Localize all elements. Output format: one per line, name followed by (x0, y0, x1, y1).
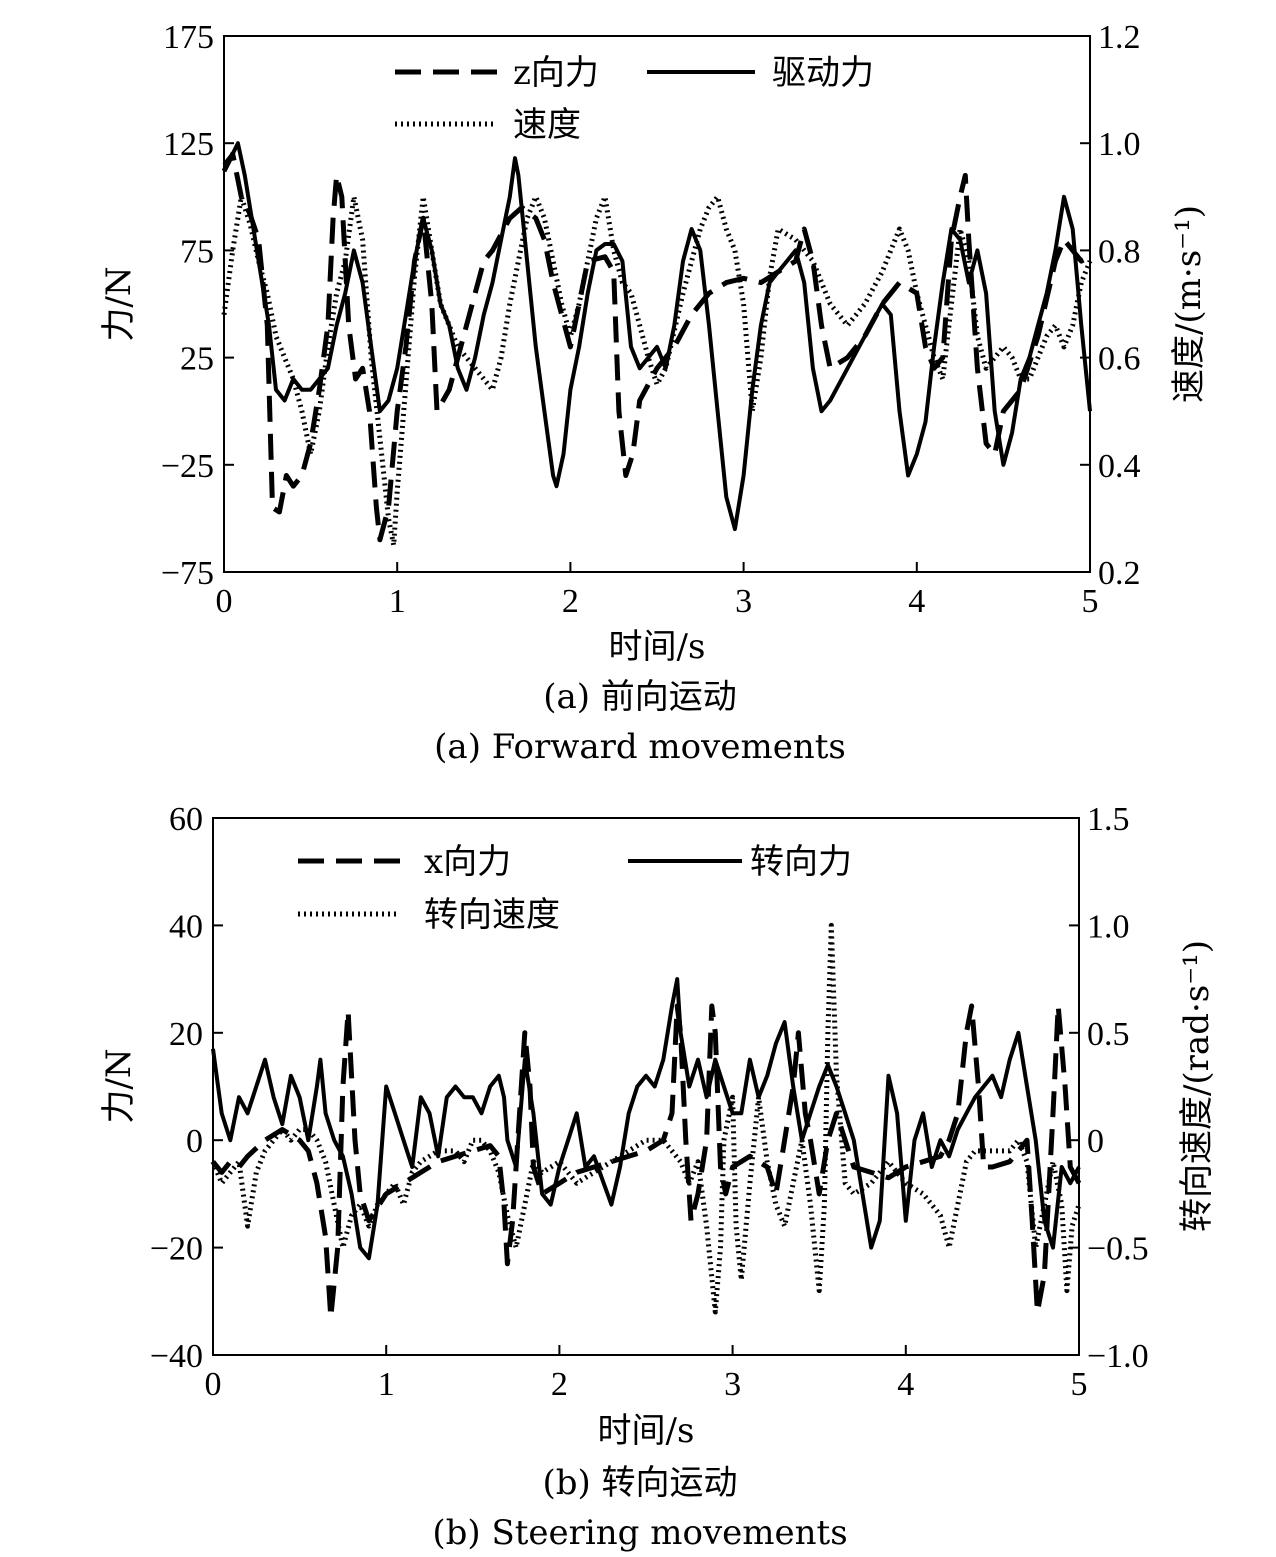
panel-b-series-layer (210, 922, 1082, 1320)
panel-a-ytick-right-label: 0.8 (1098, 233, 1141, 270)
panel-b-ytick-left-label: 40 (169, 908, 203, 945)
panel-a-ticks-layer: 0 1 2 3 4 5 175 125 75 25 −25 −75 1.2 1.0 0.8 0.6 0.4 0.2 (161, 19, 1141, 620)
panel-a-plot-frame (223, 35, 1091, 573)
panel-a-ytick-right-label: 1.2 (1098, 19, 1141, 56)
panel-a-ytick-left-label: 25 (180, 341, 214, 378)
panel-b-ytick-left-label: −20 (150, 1231, 203, 1268)
panel-b-series-dashed-line (211, 1003, 1082, 1320)
panel-a-ytick-right-label: 0.4 (1098, 448, 1141, 485)
panel-a-xtick-label: 4 (908, 583, 925, 620)
panel-b-legend-label-dashed: x向力 (424, 842, 511, 882)
panel-a-xtick-label: 0 (216, 583, 233, 620)
panel-a-xtick-label: 3 (735, 583, 752, 620)
panel-b-ytick-left-label: 20 (169, 1016, 203, 1053)
panel-a-forward: 0 1 2 3 4 5 175 125 75 25 −25 −75 1.2 1.0 0.8 0.6 0.4 0.2… (99, 19, 1209, 767)
panel-a-legend-label-dotted: 速度 (513, 105, 581, 145)
panel-b-xtick-label: 2 (551, 1366, 568, 1403)
panel-a-series-solid-line (222, 141, 1092, 532)
panel-b-caption-en: (b) Steering movements (432, 1513, 847, 1553)
panel-a-ytick-left-label: −75 (161, 555, 214, 592)
panel-a-series-dashed-line (221, 151, 1092, 543)
panel-b-ylabel-left: 力/N (99, 1048, 139, 1123)
panel-b-steering: 0 1 2 3 4 5 60 40 20 0 −20 −40 1.5 1.0 0.5 0 −0.5 −1.0 时间… (99, 801, 1217, 1553)
panel-b-ytick-left-label: 60 (169, 801, 203, 838)
panel-a-caption-cn: (a) 前向运动 (543, 677, 737, 717)
panel-b-ytick-right-label: 0 (1087, 1123, 1104, 1160)
panel-b-caption-cn: (b) 转向运动 (542, 1463, 737, 1503)
panel-a-series-layer (221, 141, 1093, 548)
panel-b-ytick-right-label: 1.0 (1087, 908, 1130, 945)
panel-b-series-solid-line (211, 977, 1081, 1261)
panel-b-plot-frame (212, 817, 1080, 1356)
panel-b-legend-label-solid: 转向力 (750, 842, 852, 882)
panel-a-ytick-left-label: 75 (180, 233, 214, 270)
panel-a-caption-en: (a) Forward movements (434, 727, 846, 767)
panel-a-xtick-label: 1 (389, 583, 406, 620)
panel-a-ytick-left-label: −25 (161, 448, 214, 485)
panel-a-ytick-left-label: 175 (163, 19, 214, 56)
panel-a-ytick-right-label: 0.2 (1098, 555, 1141, 592)
panel-b-ytick-left-label: −40 (150, 1338, 203, 1375)
panel-b-xtick-label: 1 (378, 1366, 395, 1403)
panel-b-ytick-right-label: 1.5 (1087, 801, 1130, 838)
panel-b-series-dotted-line (210, 922, 1082, 1315)
panel-b-ticks-layer: 0 1 2 3 4 5 60 40 20 0 −20 −40 1.5 1.0 0.5 0 −0.5 −1.0 (150, 801, 1149, 1403)
panel-b-xtick-label: 5 (1071, 1366, 1088, 1403)
panel-a-xtick-label: 2 (562, 583, 579, 620)
panel-a-ylabel-left: 力/N (99, 266, 139, 341)
panel-b-legend-label-dotted: 转向速度 (424, 895, 560, 935)
panel-b-xtick-label: 0 (205, 1366, 222, 1403)
panel-b-xlabel: 时间/s (598, 1411, 695, 1451)
panel-a-legend-label-solid: 驱动力 (772, 53, 874, 93)
panel-b-ytick-right-label: −0.5 (1087, 1231, 1149, 1268)
panel-b-ytick-right-label: −1.0 (1087, 1338, 1149, 1375)
panel-b-ylabel-right: 转向速度/(rad·s⁻¹) (1177, 940, 1217, 1232)
panel-b-ytick-right-label: 0.5 (1087, 1016, 1130, 1053)
panel-b-ytick-left-label: 0 (186, 1123, 203, 1160)
panel-b-xtick-label: 3 (724, 1366, 741, 1403)
panel-a-xtick-label: 5 (1082, 583, 1099, 620)
panel-a-ytick-right-label: 1.0 (1098, 126, 1141, 163)
panel-b-xtick-label: 4 (897, 1366, 914, 1403)
panel-a-ytick-right-label: 0.6 (1098, 341, 1141, 378)
panel-a-xlabel: 时间/s (609, 627, 706, 667)
panel-a-legend-label-dashed: z向力 (513, 53, 599, 93)
panel-a-series-dotted-line (221, 194, 1093, 548)
panel-a-ylabel-right: 速度/(m·s⁻¹) (1169, 205, 1209, 403)
panel-a-ytick-left-label: 125 (163, 126, 214, 163)
